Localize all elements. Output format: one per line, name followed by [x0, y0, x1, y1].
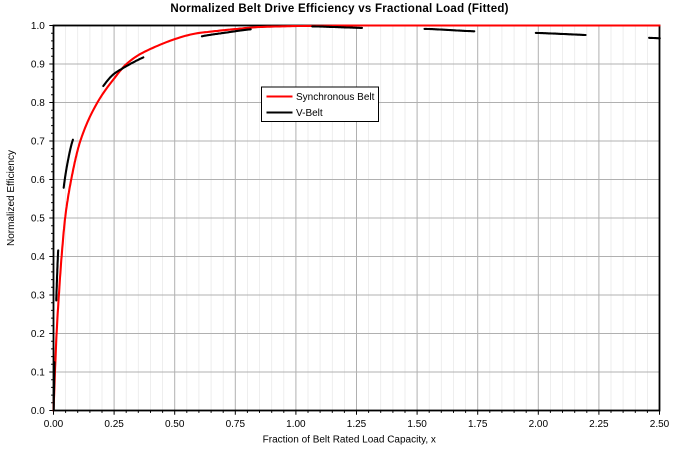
- svg-text:0.75: 0.75: [226, 419, 246, 430]
- svg-text:0.9: 0.9: [31, 60, 45, 71]
- svg-text:2.25: 2.25: [589, 419, 609, 430]
- svg-text:0.7: 0.7: [31, 137, 45, 148]
- svg-text:1.0: 1.0: [31, 21, 45, 32]
- svg-text:Normalized Belt Drive Efficien: Normalized Belt Drive Efficiency vs Frac…: [170, 3, 508, 15]
- svg-text:0.8: 0.8: [31, 98, 45, 109]
- svg-text:0.5: 0.5: [31, 214, 45, 225]
- svg-text:Normalized Efficiency: Normalized Efficiency: [6, 150, 17, 246]
- svg-text:0.2: 0.2: [31, 329, 45, 340]
- svg-text:Fraction of Belt Rated Load Ca: Fraction of Belt Rated Load Capacity, x: [263, 435, 436, 446]
- svg-text:0.0: 0.0: [31, 406, 45, 417]
- svg-text:1.50: 1.50: [407, 419, 427, 430]
- svg-text:V-Belt: V-Belt: [296, 108, 323, 119]
- svg-text:0.1: 0.1: [31, 368, 45, 379]
- svg-text:Synchronous Belt: Synchronous Belt: [296, 92, 375, 103]
- svg-text:1.25: 1.25: [347, 419, 367, 430]
- svg-text:0.50: 0.50: [165, 419, 185, 430]
- svg-text:0.3: 0.3: [31, 291, 45, 302]
- svg-text:2.50: 2.50: [650, 419, 670, 430]
- svg-text:1.75: 1.75: [468, 419, 488, 430]
- svg-text:0.00: 0.00: [44, 419, 64, 430]
- svg-text:0.25: 0.25: [104, 419, 124, 430]
- svg-text:0.6: 0.6: [31, 175, 45, 186]
- svg-text:0.4: 0.4: [31, 252, 45, 263]
- svg-text:2.00: 2.00: [529, 419, 549, 430]
- svg-text:1.00: 1.00: [286, 419, 306, 430]
